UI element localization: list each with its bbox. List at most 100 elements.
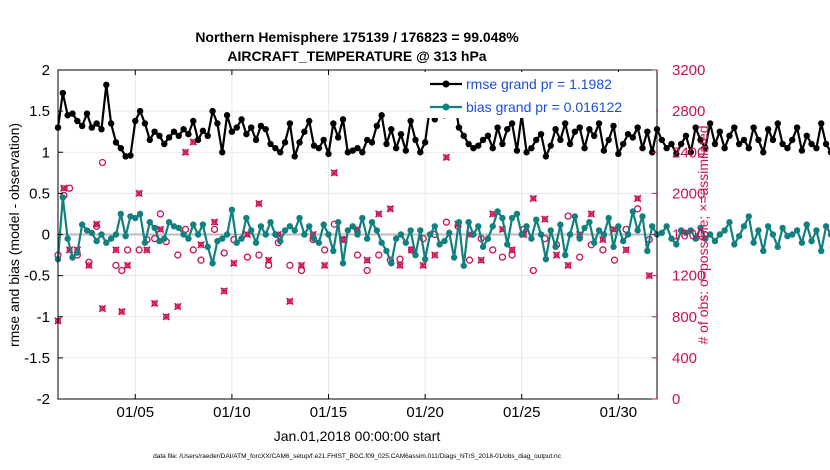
obs-possible-marker [174,251,182,259]
obs-assimilated-stroke [264,256,273,264]
bias-data-point [610,243,617,251]
obs-assimilated-stroke [320,261,329,270]
bias-data-point [248,227,255,234]
bias-data-point [132,214,139,222]
bias-data-point [83,227,91,234]
obs-possible-marker [375,251,383,259]
obs-possible-marker [255,251,263,259]
bias-data-point [803,221,810,228]
obs-assimilated-marker [220,287,228,295]
bias-data-point [165,218,173,226]
bias-data-point [339,260,347,267]
rmse-data-point [552,126,559,133]
obs-assimilated-ring [174,303,181,310]
obs-assimilated-ring [530,195,537,202]
rmse-data-point [489,144,496,152]
x-tick-label: 01/05 [117,404,155,421]
obs-assimilated-marker [230,259,238,268]
bias-data-point [64,235,71,242]
rmse-data-point [262,126,269,133]
rmse-data-point [595,120,603,127]
obs-possible-marker [112,261,120,269]
bias-data-point [566,231,574,238]
rmse-data-point [721,144,728,152]
obs-assimilated-stroke [645,271,654,280]
rmse-data-point [803,132,810,139]
obs-possible-marker [363,266,371,275]
bias-data-point [475,223,482,230]
obs-assimilated-marker [477,256,485,264]
obs-assimilated-stroke [85,261,93,270]
right-y-tick-label: 1600 [672,227,705,244]
obs-assimilated-marker [374,210,383,218]
left-y-tick-label: 1 [42,144,50,161]
bias-data-point [615,223,622,230]
rmse-data-point [745,144,752,152]
obs-assimilated-marker [98,304,107,313]
bias-data-point [286,223,294,230]
rmse-data-point [243,130,250,138]
bias-data-point [392,235,400,242]
bias-data-point [431,223,438,230]
rmse-data-point [557,136,564,144]
rmse-data-point [774,120,781,127]
obs-possible-marker [610,256,619,264]
rmse-data-point [368,139,376,146]
rmse-data-point [194,136,202,144]
rmse-data-point [388,126,395,133]
rmse-data-point [726,132,733,139]
legend: rmse grand pr = 1.1982 bias grand pr = 0… [424,72,656,118]
obs-assimilated-ring [85,262,92,269]
obs-assimilated-marker [181,148,190,157]
rmse-data-point [233,124,240,131]
bias-data-point [446,229,453,237]
rmse-data-point [547,142,554,149]
bias-data-point [784,232,791,240]
bias-data-point [769,231,777,238]
obs-possible-marker [189,246,197,254]
obs-assimilated-ring [509,246,516,253]
bias-data-point [146,218,153,226]
observation-count-markers [54,138,654,325]
rmse-data-point [417,149,424,156]
obs-assimilated-ring [286,298,293,305]
bias-data-point [238,235,245,242]
rmse-data-point [494,124,501,131]
rmse-data-point [296,139,303,146]
rmse-data-point [755,136,762,144]
bias-data-point [252,239,260,246]
bias-data-point [334,218,342,226]
rmse-data-point [619,140,627,148]
obs-assimilated-stroke [174,302,182,311]
bias-data-point [190,221,197,228]
bias-data-point [156,237,163,245]
obs-possible-marker [286,261,294,269]
rmse-data-point [687,149,695,156]
bias-data-point [542,255,550,263]
obs-assimilated-ring [244,231,251,238]
obs-assimilated-marker [264,256,273,264]
obs-assimilated-ring [118,308,125,315]
rmse-data-point [59,89,67,97]
bias-data-point [716,231,723,238]
rmse-data-point [180,126,187,133]
obs-assimilated-ring [443,154,450,161]
rmse-data-point [499,140,506,148]
obs-possible-marker [396,255,404,263]
bias-data-point [320,221,327,228]
rmse-data-point [93,120,100,127]
rmse-data-point [639,144,646,152]
rmse-data-point [132,117,139,125]
rmse-data-point [117,144,124,152]
rmse-data-point [808,140,815,148]
rmse-data-point [692,124,699,131]
bias-data-point [639,213,646,220]
rmse-data-point [740,136,748,144]
bias-data-point [185,235,192,242]
bias-data-point [296,214,303,222]
rmse-data-point [576,124,583,131]
obs-assimilated-ring [321,262,328,269]
obs-possible-marker [634,205,642,213]
obs-assimilated-stroke [220,287,228,295]
right-y-tick-label: 0 [672,391,680,408]
